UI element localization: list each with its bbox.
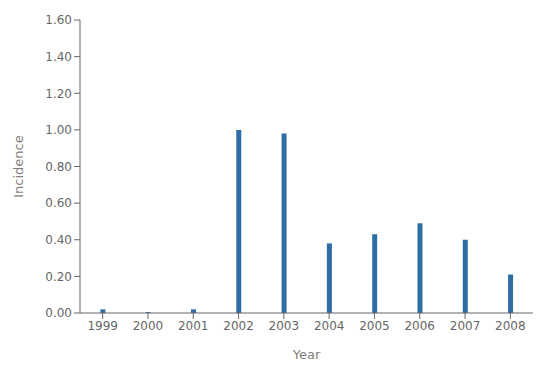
svg-text:2001: 2001 <box>178 319 209 333</box>
svg-text:0.80: 0.80 <box>45 160 72 174</box>
svg-text:0.40: 0.40 <box>45 233 72 247</box>
svg-text:0.00: 0.00 <box>45 306 72 320</box>
svg-text:2004: 2004 <box>314 319 345 333</box>
svg-text:2003: 2003 <box>269 319 300 333</box>
svg-text:2007: 2007 <box>450 319 481 333</box>
svg-text:2005: 2005 <box>359 319 390 333</box>
svg-text:1999: 1999 <box>87 319 118 333</box>
svg-text:2002: 2002 <box>223 319 254 333</box>
svg-text:1.40: 1.40 <box>45 50 72 64</box>
svg-text:Incidence: Incidence <box>11 135 26 197</box>
svg-text:0.20: 0.20 <box>45 270 72 284</box>
svg-text:1.00: 1.00 <box>45 123 72 137</box>
svg-text:0.60: 0.60 <box>45 196 72 210</box>
svg-text:2000: 2000 <box>133 319 164 333</box>
svg-text:Year: Year <box>292 347 321 362</box>
svg-text:1.20: 1.20 <box>45 87 72 101</box>
svg-text:2006: 2006 <box>404 319 435 333</box>
svg-text:1.60: 1.60 <box>45 13 72 27</box>
svg-text:2008: 2008 <box>495 319 526 333</box>
